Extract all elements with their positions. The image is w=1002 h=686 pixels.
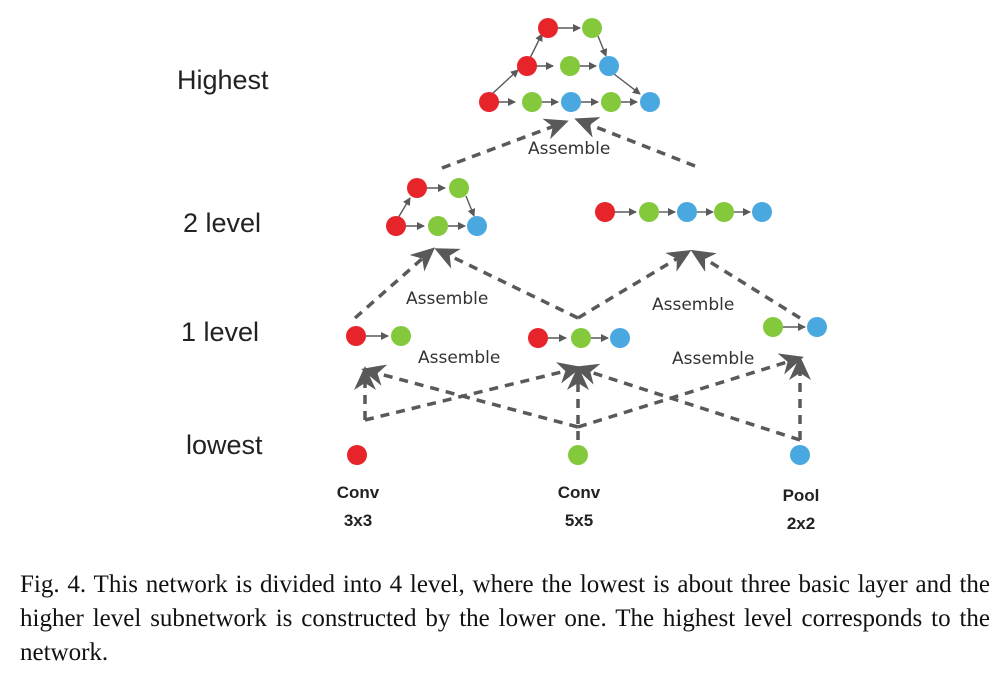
- assemble-label-low-left: Assemble: [418, 348, 500, 368]
- layer-label-pool2x2-size: 2x2: [787, 514, 815, 533]
- layer-label-conv5x5-name: Conv: [558, 483, 601, 502]
- highest-level-network: [479, 18, 660, 112]
- node-red: [407, 178, 427, 198]
- assemble-label-mid-right: Assemble: [652, 295, 734, 315]
- node-red: [595, 202, 615, 222]
- node-green: [582, 18, 602, 38]
- node-green: [522, 92, 542, 112]
- node-blue: [752, 202, 772, 222]
- level-label-2: 2 level: [183, 208, 261, 238]
- figure-caption: Fig. 4. This network is divided into 4 l…: [20, 571, 990, 666]
- node-blue: [610, 328, 630, 348]
- assemble-arrows-lowest: [354, 353, 811, 442]
- node-blue: [790, 445, 810, 465]
- node-red: [346, 326, 366, 346]
- node-green: [568, 445, 588, 465]
- assemble-label-top: Assemble: [528, 139, 610, 159]
- lowest-level-layers: Conv 3x3 Conv 5x5 Pool 2x2: [337, 445, 820, 533]
- layer-label-pool2x2-name: Pool: [783, 486, 820, 505]
- node-green: [449, 178, 469, 198]
- assemble-arrows-level2: [441, 117, 696, 170]
- node-red: [528, 328, 548, 348]
- node-green: [714, 202, 734, 222]
- assemble-label-mid-left: Assemble: [406, 289, 488, 309]
- node-blue: [561, 92, 581, 112]
- level-label-highest: Highest: [177, 65, 269, 95]
- node-blue: [640, 92, 660, 112]
- node-red: [517, 56, 537, 76]
- level-label-1: 1 level: [181, 317, 259, 347]
- layer-label-conv5x5-size: 5x5: [565, 511, 593, 530]
- node-blue: [677, 202, 697, 222]
- node-red: [347, 445, 367, 465]
- node-blue: [467, 216, 487, 236]
- node-blue: [599, 56, 619, 76]
- node-green: [601, 92, 621, 112]
- level-label-lowest: lowest: [186, 430, 263, 460]
- assemble-arrows-level1: [353, 247, 801, 320]
- level2-subnetwork-left: [386, 178, 487, 236]
- node-red: [479, 92, 499, 112]
- level2-subnetwork-right: [595, 202, 772, 222]
- node-green: [560, 56, 580, 76]
- layer-label-conv3x3-size: 3x3: [344, 511, 372, 530]
- node-red: [386, 216, 406, 236]
- node-red: [538, 18, 558, 38]
- level1-subnetworks: [346, 317, 827, 348]
- node-green: [763, 317, 783, 337]
- node-green: [428, 216, 448, 236]
- network-level-diagram: Highest 2 level 1 level lowest Assemble …: [177, 18, 827, 533]
- node-green: [391, 326, 411, 346]
- assemble-label-low-right: Assemble: [672, 349, 754, 369]
- node-blue: [807, 317, 827, 337]
- layer-label-conv3x3-name: Conv: [337, 483, 380, 502]
- node-green: [639, 202, 659, 222]
- node-green: [571, 328, 591, 348]
